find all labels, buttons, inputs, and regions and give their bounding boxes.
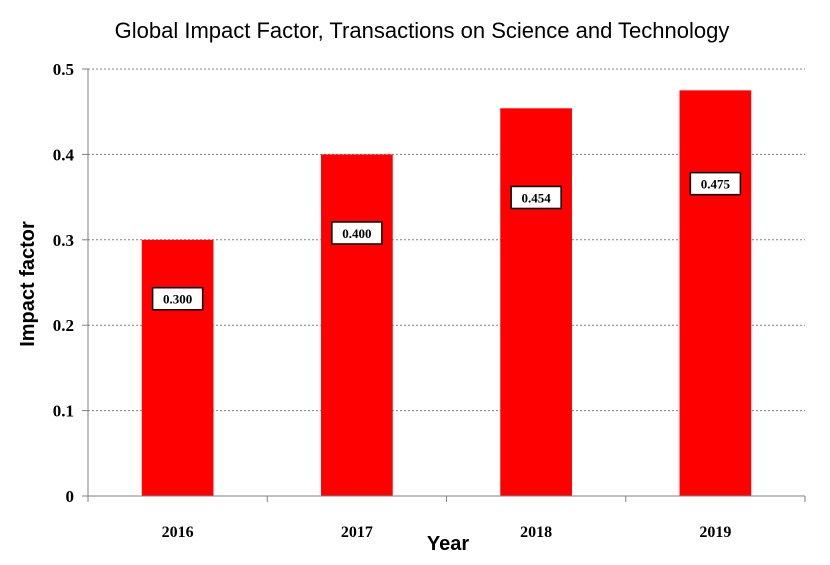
bar-2016 — [141, 239, 214, 497]
data-label-box — [331, 221, 383, 245]
x-tick-label-2018: 2018 — [520, 524, 552, 541]
data-label-box — [689, 171, 742, 196]
data-label-2017: 0.400 — [342, 226, 371, 241]
y-tick-label: 0.2 — [53, 316, 74, 335]
data-label-box — [510, 185, 562, 210]
y-tick-label: 0.1 — [53, 402, 74, 421]
x-axis-label: Year — [427, 533, 469, 555]
y-tick-label: 0 — [66, 487, 75, 506]
y-tick-label: 0.4 — [53, 145, 75, 164]
data-label-box — [151, 286, 204, 311]
data-label-2019: 0.475 — [701, 177, 731, 192]
y-axis-ticks: 0 0.1 0.2 0.3 0.4 0.5 — [53, 60, 88, 506]
x-axis-ticks: 2016 2017 2018 2019 — [87, 496, 806, 541]
x-tick-label-2017: 2017 — [341, 524, 373, 541]
data-label-2016: 0.300 — [163, 292, 192, 307]
data-label-2018: 0.454 — [522, 190, 552, 205]
bar-2019 — [679, 90, 752, 496]
y-tick-label: 0.5 — [53, 60, 74, 79]
y-axis-label: Impact factor — [17, 221, 39, 347]
bars — [141, 90, 752, 497]
chart-title: Global Impact Factor, Transactions on Sc… — [115, 18, 730, 43]
bar-2018 — [500, 108, 572, 496]
bar-2017 — [321, 154, 393, 496]
y-tick-label: 0.3 — [53, 231, 74, 250]
data-labels: 0.300 0.400 0.454 0.475 — [151, 171, 742, 311]
x-tick-label-2019: 2019 — [699, 524, 731, 541]
x-tick-label-2016: 2016 — [162, 524, 194, 541]
